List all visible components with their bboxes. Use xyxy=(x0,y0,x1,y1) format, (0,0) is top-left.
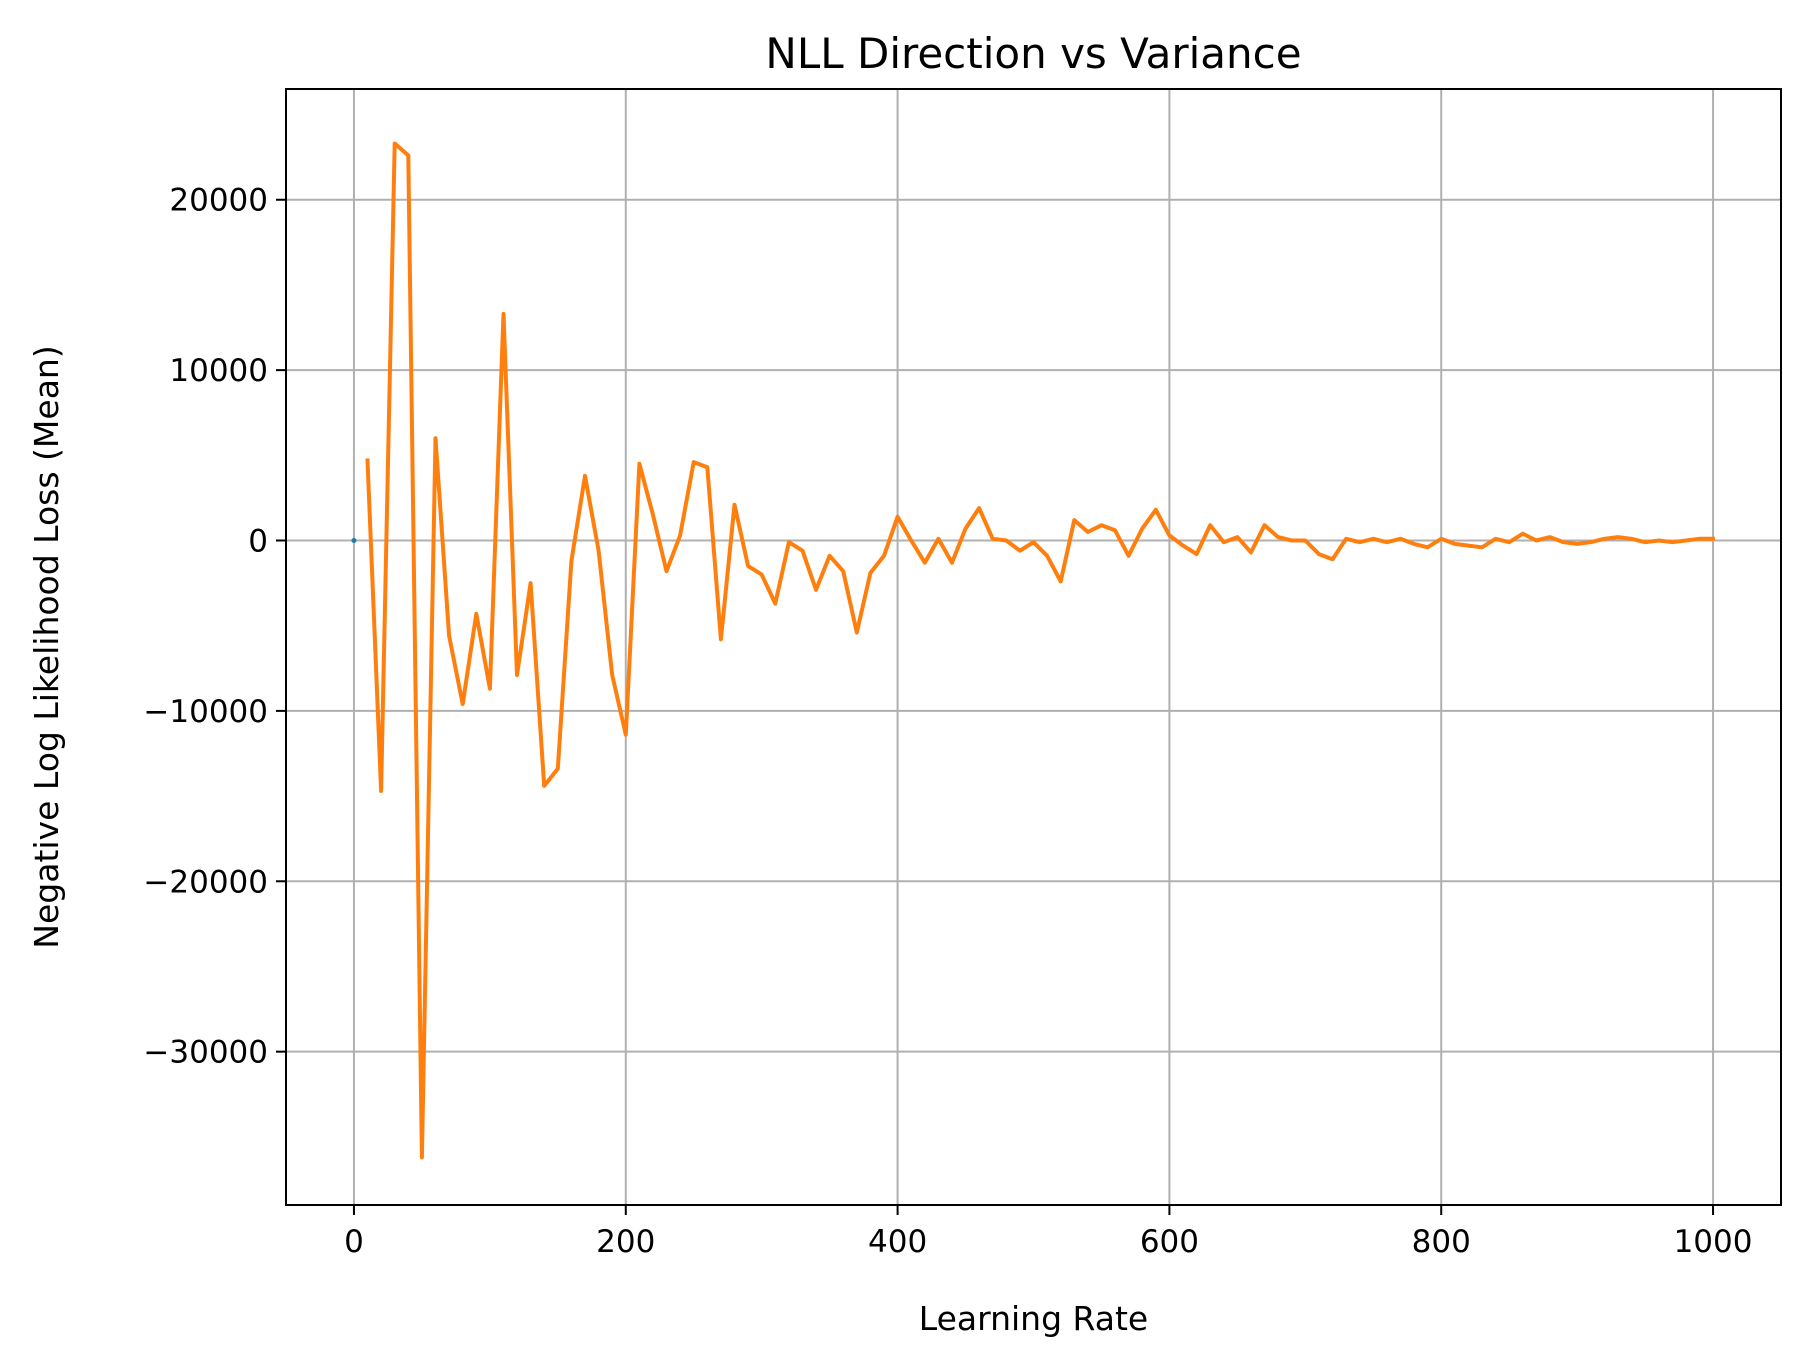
x-axis-label: Learning Rate xyxy=(919,1299,1148,1338)
plot-frame xyxy=(285,88,1782,1206)
y-tick-label: 10000 xyxy=(169,353,268,389)
y-tick-label: 0 xyxy=(248,524,268,560)
y-axis-ticks: 20000 10000 0 −10000 −20000 −30000 xyxy=(143,183,286,1071)
x-tick-label: 800 xyxy=(1412,1224,1471,1260)
y-tick-label: −20000 xyxy=(143,864,268,900)
x-axis-ticks: 0 200 400 600 800 1000 xyxy=(344,1205,1752,1260)
y-tick-label: −10000 xyxy=(143,694,268,730)
x-tick-label: 1000 xyxy=(1674,1224,1753,1260)
x-tick-label: 0 xyxy=(344,1224,364,1260)
x-tick-label: 400 xyxy=(868,1224,927,1260)
y-axis-label: Negative Log Likelihood Loss (Mean) xyxy=(27,345,66,948)
series-line-2 xyxy=(365,141,1715,1160)
x-tick-label: 600 xyxy=(1140,1224,1199,1260)
x-tick-label: 200 xyxy=(596,1224,655,1260)
y-tick-label: 20000 xyxy=(169,183,268,219)
y-tick-label: −30000 xyxy=(143,1035,268,1071)
series-layer xyxy=(351,141,1715,1160)
chart-title: NLL Direction vs Variance xyxy=(765,29,1301,78)
series-point xyxy=(351,538,357,544)
